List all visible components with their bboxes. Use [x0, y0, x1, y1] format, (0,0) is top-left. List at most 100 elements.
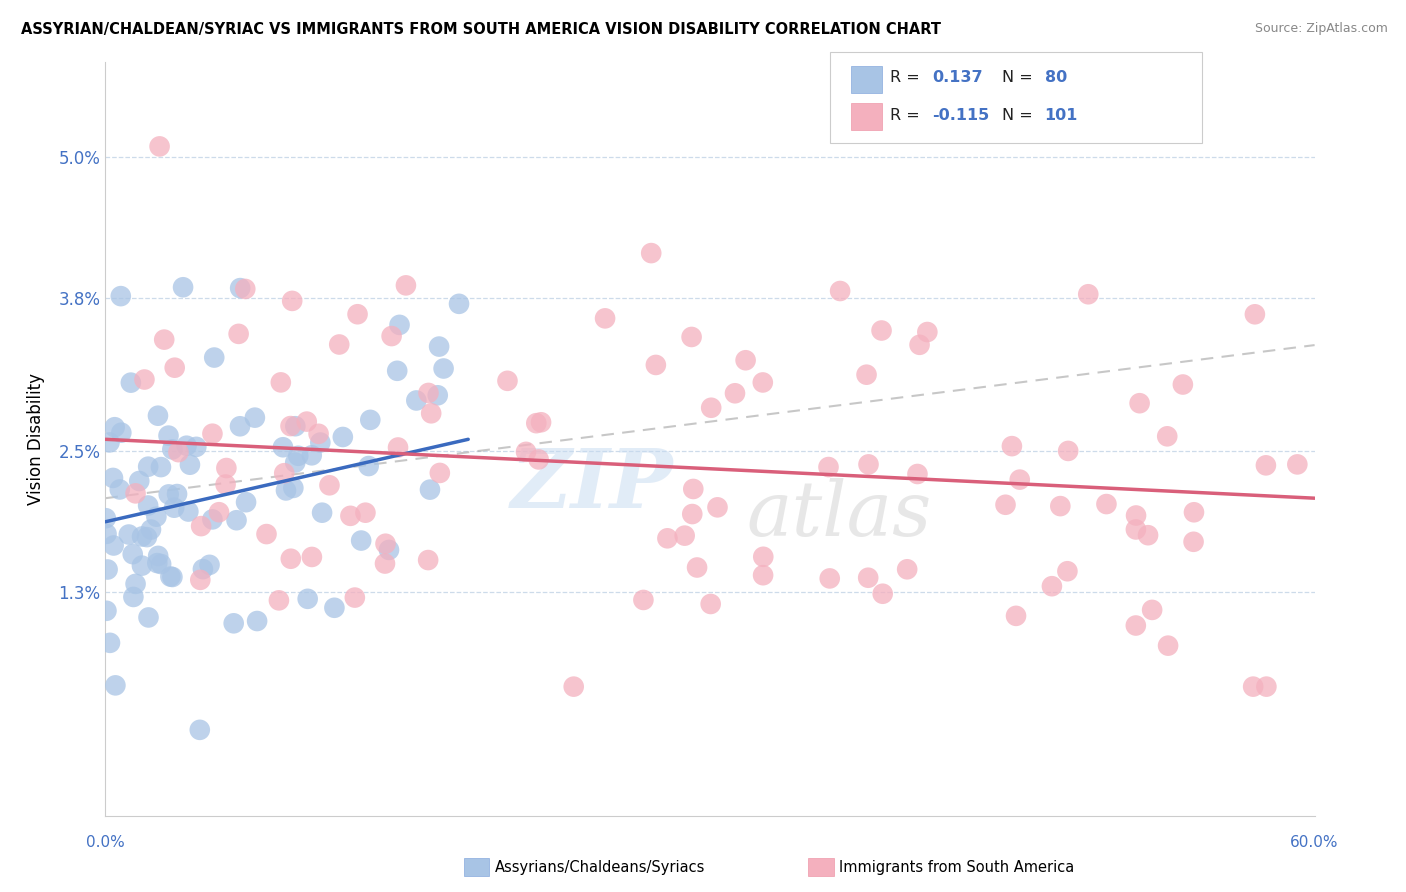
Point — [752, 376, 775, 390]
Point — [146, 556, 169, 570]
Point — [98, 636, 121, 650]
Point — [149, 460, 172, 475]
Point — [817, 460, 839, 475]
Point — [273, 467, 295, 481]
Text: 60.0%: 60.0% — [1291, 836, 1339, 850]
Point — [657, 531, 679, 545]
Point — [681, 330, 703, 344]
Point — [177, 504, 200, 518]
Point — [429, 466, 451, 480]
Point — [1182, 505, 1205, 519]
Point — [139, 523, 162, 537]
Point — [145, 509, 167, 524]
Point — [162, 442, 184, 457]
Y-axis label: Vision Disability: Vision Disability — [27, 374, 45, 505]
Point — [1056, 564, 1078, 578]
Point — [284, 456, 307, 470]
Point — [186, 440, 208, 454]
Point — [246, 614, 269, 628]
Point — [350, 533, 373, 548]
Point — [496, 374, 519, 388]
Point — [640, 246, 662, 260]
Point — [332, 430, 354, 444]
Point — [858, 458, 880, 472]
Point — [163, 360, 186, 375]
Point — [432, 361, 454, 376]
Point — [681, 507, 703, 521]
Point — [128, 474, 150, 488]
Point — [1254, 458, 1277, 473]
Point — [339, 508, 361, 523]
Point — [1125, 523, 1147, 537]
Point — [134, 372, 156, 386]
Point — [208, 505, 231, 519]
Point — [163, 500, 186, 515]
Point — [427, 340, 450, 354]
Point — [148, 549, 170, 563]
Point — [104, 678, 127, 692]
Point — [287, 449, 309, 463]
Point — [856, 571, 879, 585]
Point — [270, 376, 292, 390]
Text: N =: N = — [1002, 108, 1039, 123]
Point — [1005, 608, 1028, 623]
Point — [136, 459, 159, 474]
Point — [527, 452, 550, 467]
Point — [104, 420, 127, 434]
Point — [301, 549, 323, 564]
Point — [1077, 287, 1099, 301]
Point — [159, 569, 181, 583]
Point — [378, 543, 401, 558]
Point — [1008, 473, 1031, 487]
Point — [734, 353, 756, 368]
Point — [138, 610, 160, 624]
Point — [198, 558, 221, 572]
Point — [131, 558, 153, 573]
Point — [235, 495, 257, 509]
Point — [94, 511, 117, 525]
Point — [530, 415, 553, 429]
Point — [818, 571, 841, 585]
Point — [120, 376, 142, 390]
Point — [166, 487, 188, 501]
Point — [136, 499, 159, 513]
Point — [284, 419, 307, 434]
Point — [387, 441, 409, 455]
Point — [110, 425, 132, 440]
Point — [201, 512, 224, 526]
Text: ASSYRIAN/CHALDEAN/SYRIAC VS IMMIGRANTS FROM SOUTH AMERICA VISION DISABILITY CORR: ASSYRIAN/CHALDEAN/SYRIAC VS IMMIGRANTS F… — [21, 22, 941, 37]
Point — [124, 577, 146, 591]
Point — [515, 445, 537, 459]
Text: R =: R = — [890, 108, 925, 123]
Point — [214, 477, 236, 491]
Text: 80: 80 — [1045, 70, 1067, 85]
Text: ZIP: ZIP — [512, 444, 673, 524]
Point — [752, 568, 775, 582]
Point — [328, 337, 350, 351]
Point — [150, 557, 173, 571]
Point — [447, 297, 470, 311]
Point — [280, 551, 302, 566]
Point — [323, 600, 346, 615]
Point — [1156, 429, 1178, 443]
Point — [311, 506, 333, 520]
Point — [917, 325, 939, 339]
Point — [752, 549, 775, 564]
Point — [146, 409, 169, 423]
Point — [297, 591, 319, 606]
Point — [122, 590, 145, 604]
Point — [1137, 528, 1160, 542]
Point — [1040, 579, 1063, 593]
Point — [381, 329, 404, 343]
Point — [994, 498, 1017, 512]
Point — [1049, 499, 1071, 513]
Point — [233, 282, 256, 296]
Point — [96, 604, 118, 618]
Point — [202, 351, 225, 365]
Point — [283, 481, 305, 495]
Point — [280, 419, 302, 434]
Point — [1057, 444, 1080, 458]
Text: Source: ZipAtlas.com: Source: ZipAtlas.com — [1254, 22, 1388, 36]
Point — [1129, 396, 1152, 410]
Point — [1157, 639, 1180, 653]
